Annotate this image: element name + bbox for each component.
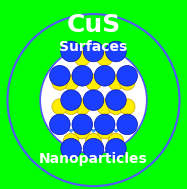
Circle shape [63, 74, 79, 90]
Circle shape [83, 139, 104, 159]
Circle shape [86, 133, 101, 149]
Circle shape [74, 99, 90, 115]
Circle shape [94, 66, 115, 86]
Circle shape [108, 99, 124, 115]
Circle shape [108, 74, 124, 90]
Circle shape [50, 66, 70, 86]
Text: Nanoparticles: Nanoparticles [39, 152, 148, 166]
Circle shape [63, 99, 79, 115]
Circle shape [94, 114, 115, 135]
Circle shape [83, 90, 104, 110]
Circle shape [119, 74, 135, 90]
Circle shape [72, 66, 93, 86]
Circle shape [50, 114, 70, 135]
Circle shape [7, 14, 180, 186]
Circle shape [97, 123, 113, 139]
Circle shape [119, 99, 135, 115]
Circle shape [117, 114, 137, 135]
Circle shape [61, 139, 81, 159]
Circle shape [106, 41, 126, 62]
Circle shape [108, 133, 124, 149]
Circle shape [106, 90, 126, 110]
Text: CuS: CuS [66, 13, 121, 37]
Circle shape [74, 50, 90, 66]
Circle shape [63, 133, 79, 149]
Circle shape [40, 47, 147, 153]
Circle shape [72, 114, 93, 135]
Circle shape [86, 74, 101, 90]
Circle shape [97, 50, 113, 66]
Circle shape [74, 123, 90, 139]
Circle shape [97, 99, 113, 115]
Circle shape [61, 41, 81, 62]
Circle shape [52, 74, 68, 90]
Circle shape [117, 66, 137, 86]
Circle shape [61, 90, 81, 110]
Text: Surfaces: Surfaces [59, 40, 128, 54]
Circle shape [52, 99, 68, 115]
Circle shape [83, 41, 104, 62]
Circle shape [106, 139, 126, 159]
